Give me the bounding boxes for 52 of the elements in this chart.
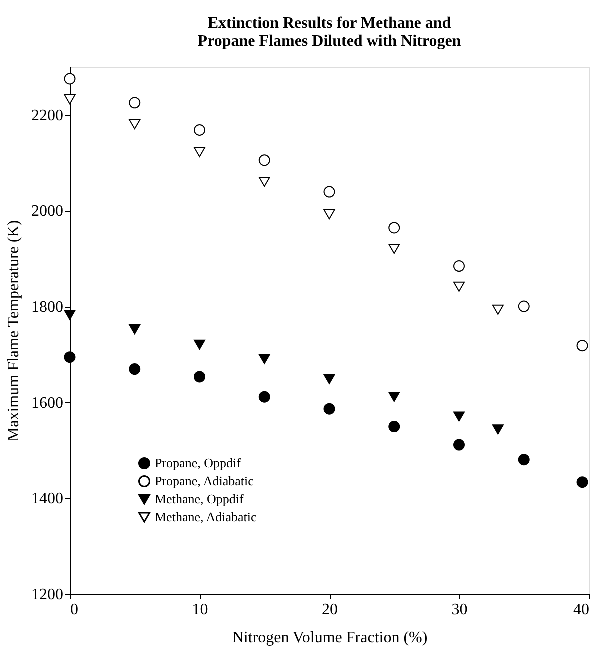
point (258, 391, 270, 403)
y-tick-label: 1400 (32, 490, 64, 508)
point (324, 210, 336, 220)
x-tick-label: 0 (70, 602, 78, 618)
chart-title: Extinction Results for Methane and Propane Flames Diluted with Nitrogen (198, 15, 462, 50)
point (576, 476, 588, 488)
y-tick-label: 1600 (32, 394, 64, 412)
y-tick-label: 2000 (32, 203, 64, 220)
point (194, 147, 206, 158)
point (324, 403, 336, 415)
point (388, 421, 400, 433)
point (258, 354, 270, 364)
point (258, 154, 270, 166)
point (388, 392, 400, 402)
point (194, 371, 206, 383)
y-tick-label: 1200 (32, 586, 64, 604)
point (388, 244, 400, 254)
point (324, 374, 336, 384)
point (454, 260, 465, 272)
x-tick-label: 40 (574, 602, 590, 618)
y-tick-label: 2200 (32, 107, 64, 124)
point (492, 304, 504, 315)
point (518, 454, 530, 466)
legend-label: Propane, Adiabatic (155, 474, 254, 488)
y-tick-label: 1800 (32, 299, 64, 316)
y-axis-title: Maximum Flame Temperature (K) (6, 220, 22, 442)
point (64, 94, 76, 105)
point (454, 282, 465, 292)
legend-label: Propane, Oppdif (155, 456, 242, 470)
point (492, 424, 504, 435)
point (129, 364, 141, 376)
x-tick-label: 20 (322, 602, 338, 618)
x-axis-title: Nitrogen Volume Fraction (%) (232, 630, 428, 646)
point (129, 324, 141, 335)
point (194, 124, 206, 136)
point (388, 222, 400, 234)
point (576, 340, 588, 352)
point (64, 352, 76, 364)
x-tick-label: 30 (452, 602, 468, 618)
point (454, 412, 465, 422)
point (324, 186, 336, 198)
point (64, 310, 76, 320)
point (194, 340, 206, 350)
point (129, 119, 141, 130)
point (454, 439, 465, 451)
point (64, 73, 76, 85)
x-tick-label: 10 (192, 602, 208, 618)
point (129, 97, 141, 109)
point (258, 176, 270, 188)
point (518, 300, 530, 312)
legend-label: Methane, Oppdif (155, 492, 244, 506)
legend-label: Methane, Adiabatic (155, 510, 258, 524)
